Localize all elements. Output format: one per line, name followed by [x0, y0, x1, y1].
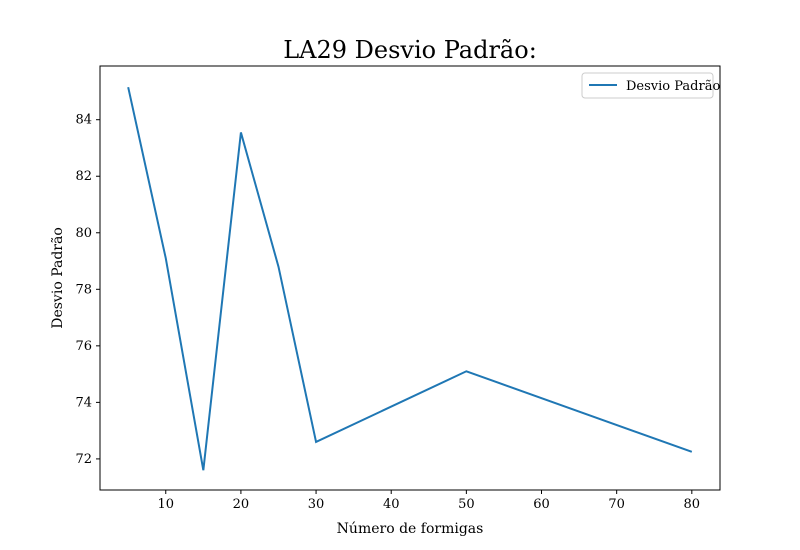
x-axis: 10 20 30 40 50 60 70 80 [157, 490, 700, 512]
x-tick-label-1: 20 [233, 497, 250, 512]
x-tick-label-2: 30 [308, 497, 325, 512]
plot-area [100, 66, 720, 490]
chart-title: LA29 Desvio Padrão: [283, 36, 537, 64]
x-tick-label-0: 10 [157, 497, 174, 512]
series-lines [127, 86, 693, 471]
y-tick-label-6: 84 [75, 113, 92, 128]
plot-frame [99, 65, 721, 491]
x-tick-label-7: 80 [684, 497, 701, 512]
y-tick-label-0: 72 [75, 452, 92, 467]
legend-label: Desvio Padrão [626, 79, 720, 94]
x-tick-label-5: 60 [533, 497, 550, 512]
y-tick-label-4: 80 [75, 226, 92, 241]
x-tick-label-6: 70 [608, 497, 625, 512]
y-tick-label-5: 82 [75, 169, 92, 184]
y-tick-label-3: 78 [75, 282, 92, 297]
series-line-0 [127, 86, 693, 471]
x-axis-label: Número de formigas [337, 521, 484, 537]
y-tick-label-2: 76 [75, 339, 92, 354]
y-tick-label-1: 74 [75, 395, 92, 410]
legend: Desvio Padrão [581, 72, 720, 99]
x-tick-label-4: 50 [458, 497, 475, 512]
x-tick-label-3: 40 [383, 497, 400, 512]
y-axis: 72 74 76 78 80 82 84 [75, 113, 100, 467]
y-axis-label: Desvio Padrão [50, 227, 66, 329]
legend-box [581, 72, 714, 99]
